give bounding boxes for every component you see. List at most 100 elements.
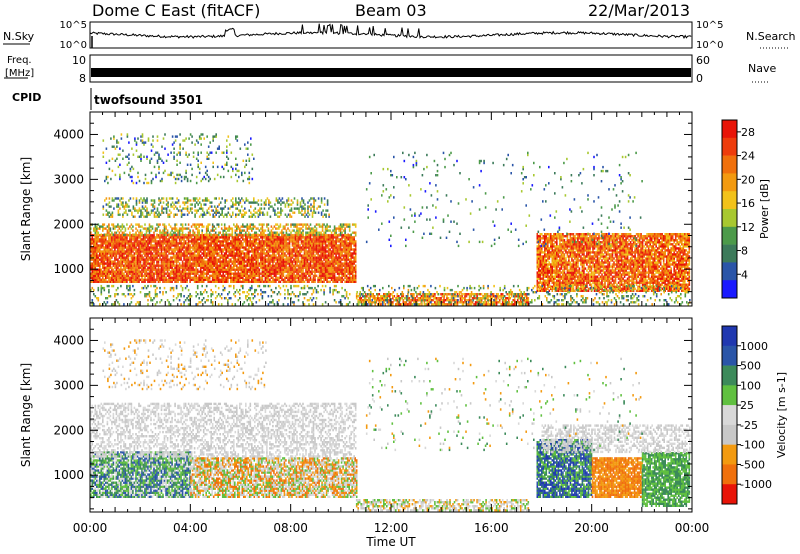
rti-cell [189, 262, 191, 265]
rti-cell [111, 252, 113, 255]
rti-cell [202, 240, 205, 243]
rti-cell [255, 256, 258, 259]
rti-cell [180, 240, 182, 243]
rti-cell [197, 199, 199, 202]
rti-cell [162, 240, 164, 243]
rti-cell [91, 270, 94, 273]
rti-cell [282, 254, 285, 257]
rti-cell [281, 242, 283, 245]
rti-cell [305, 242, 307, 245]
rti-cell [110, 137, 112, 140]
rti-cell [288, 242, 291, 245]
rti-cell [150, 268, 152, 271]
rti-cell [198, 262, 200, 265]
rti-cell [278, 252, 280, 255]
rti-cell [204, 238, 206, 241]
rti-cell [284, 244, 286, 247]
rti-cell [154, 252, 157, 255]
rti-cell [109, 272, 112, 275]
rti-cell [290, 256, 292, 259]
rti-cell [97, 268, 100, 271]
rti-cell [211, 278, 214, 281]
rti-cell [105, 252, 107, 255]
rti-cell [249, 274, 252, 277]
rti-cell [183, 264, 185, 267]
rti-cell [284, 266, 286, 269]
rti-cell [162, 266, 164, 269]
rti-cell [216, 211, 219, 214]
rti-cell [311, 205, 314, 208]
rti-cell [309, 272, 312, 275]
rti-cell [324, 225, 327, 228]
rti-cell [183, 242, 185, 245]
rti-cell [99, 274, 101, 277]
rti-cell [199, 280, 202, 283]
rti-cell [211, 260, 214, 263]
rti-cell [219, 256, 221, 259]
rti-cell [242, 260, 244, 263]
rti-cell [350, 233, 352, 236]
rti-cell [96, 278, 98, 281]
rti-cell [109, 276, 112, 279]
rti-cell [294, 278, 297, 281]
rti-cell [121, 258, 124, 261]
rti-cell [123, 171, 126, 175]
rti-cell [115, 252, 118, 255]
rti-cell [111, 262, 113, 265]
rti-cell [129, 236, 131, 239]
rti-cell [186, 234, 188, 237]
rti-cell [345, 264, 348, 267]
rti-cell [127, 252, 130, 255]
rti-cell [210, 268, 212, 271]
rti-cell [251, 240, 253, 243]
rti-cell [312, 254, 315, 257]
rti-cell [142, 262, 145, 265]
rti-cell [294, 262, 297, 265]
rti-cell [130, 254, 133, 257]
rti-cell [96, 240, 98, 243]
rti-cell [141, 256, 143, 259]
rti-cell [278, 280, 280, 283]
rti-cell [114, 246, 116, 249]
rti-cell [326, 199, 329, 202]
rti-cell [239, 211, 242, 214]
rti-cell [183, 272, 185, 275]
rti-cell [189, 234, 191, 237]
rti-cell [300, 236, 303, 239]
rti-cell [225, 244, 227, 247]
rti-cell [314, 225, 316, 228]
rti-cell [106, 225, 109, 228]
rti-cell [236, 258, 238, 261]
rti-cell [315, 223, 318, 226]
rti-cell [156, 260, 158, 263]
rti-cell [114, 276, 116, 279]
rti-cell [199, 256, 202, 259]
rti-cell [236, 207, 239, 210]
rti-cell [269, 256, 271, 259]
nsky-tick-bottom: 10^0 [60, 40, 87, 51]
rti-cell [275, 244, 277, 247]
rti-cell [186, 276, 188, 279]
rti-cell [213, 238, 215, 241]
rti-cell [206, 197, 208, 200]
rti-cell [278, 278, 280, 281]
rti-cell [322, 215, 324, 218]
rti-cell [136, 278, 139, 281]
rti-cell [118, 272, 121, 275]
rti-cell [117, 262, 119, 265]
rti-cell [165, 242, 167, 245]
rti-cell [178, 274, 181, 277]
rti-cell [117, 266, 119, 269]
rti-cell [296, 250, 298, 253]
rti-cell [291, 276, 294, 279]
rti-cell [195, 246, 197, 249]
rti-cell [133, 280, 136, 283]
rti-cell [269, 248, 271, 251]
rti-cell [284, 234, 286, 237]
rti-cell [186, 236, 188, 239]
rti-cell [106, 254, 109, 257]
rti-cell [106, 252, 109, 255]
rti-cell [225, 260, 227, 263]
rti-cell [117, 238, 119, 241]
rti-cell [138, 278, 140, 281]
